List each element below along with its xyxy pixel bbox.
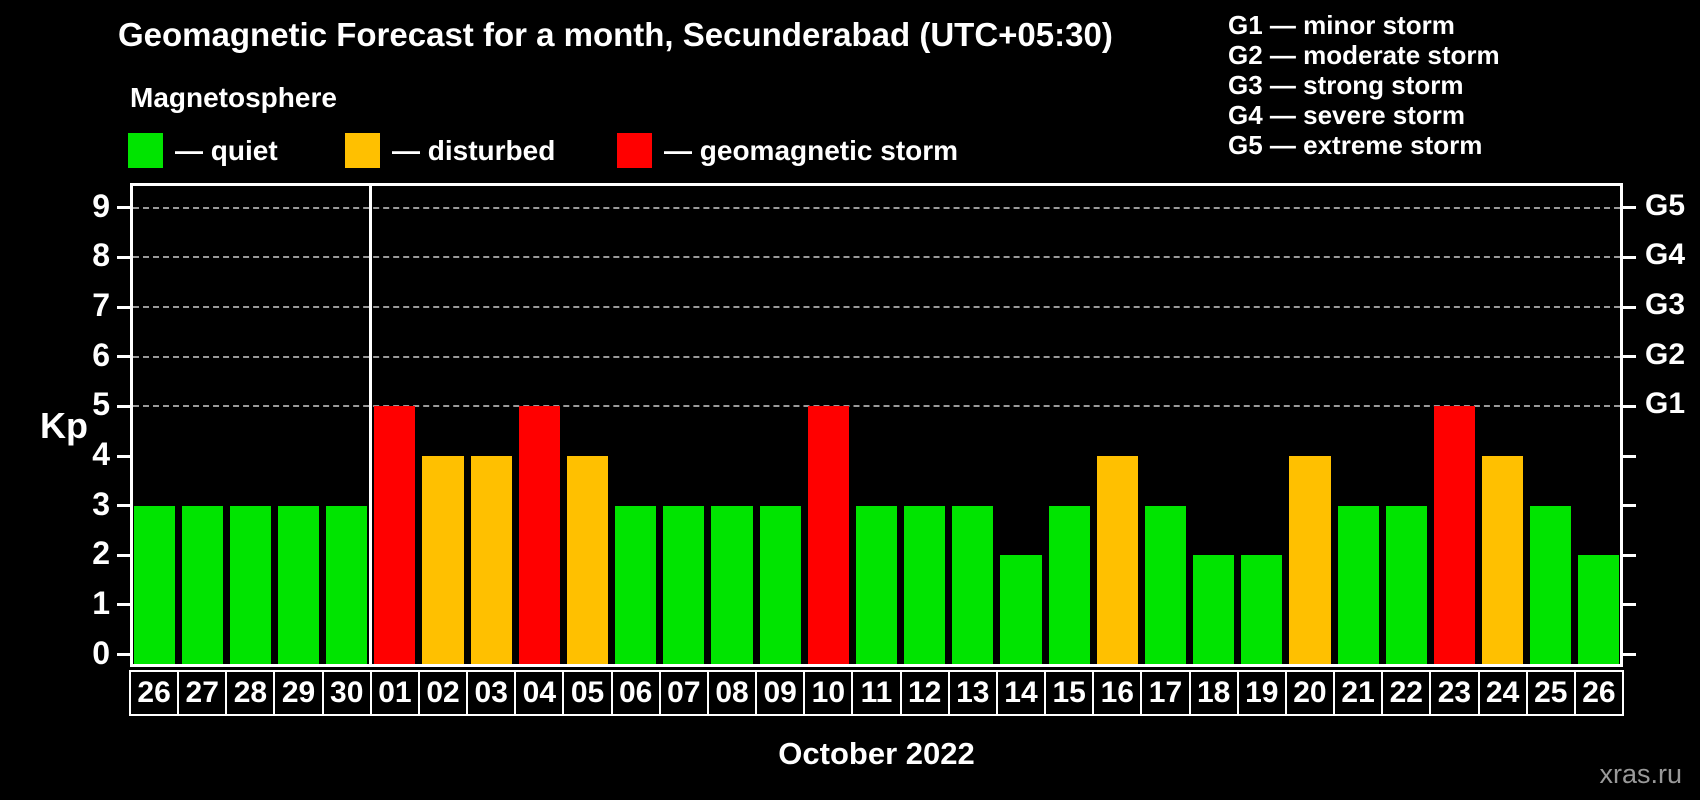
x-axis-label-box: 14 xyxy=(995,670,1047,716)
x-axis-label-box: 24 xyxy=(1477,670,1528,716)
x-axis-label-box: 27 xyxy=(177,670,228,716)
y-tick xyxy=(1623,553,1636,557)
y-tick xyxy=(1623,404,1636,408)
y-tick xyxy=(117,305,130,309)
x-axis-label-box: 25 xyxy=(1525,670,1576,716)
g-tick-label: G1 xyxy=(1645,387,1686,421)
quiet-swatch xyxy=(128,133,163,168)
y-tick-label: 6 xyxy=(92,336,110,373)
g-tick-label: G5 xyxy=(1645,188,1686,222)
x-axis-label-box: 10 xyxy=(803,670,854,716)
x-axis-label-box: 17 xyxy=(1140,670,1191,716)
x-axis-label-box: 30 xyxy=(321,670,372,716)
y-tick-label: 8 xyxy=(92,237,110,274)
y-tick xyxy=(117,355,130,359)
y-tick-label: 1 xyxy=(92,584,110,621)
y-tick xyxy=(1623,305,1636,309)
legend-label: — geomagnetic storm xyxy=(664,135,959,166)
g-tick-label: G4 xyxy=(1645,238,1686,272)
y-tick xyxy=(117,603,130,607)
storm-swatch xyxy=(617,133,652,168)
y-tick xyxy=(1623,206,1636,210)
x-axis-label-box: 20 xyxy=(1284,670,1336,716)
x-axis-label-box: 04 xyxy=(514,670,565,716)
x-axis-label-box: 15 xyxy=(1044,670,1095,716)
y-tick xyxy=(117,454,130,458)
g-scale-line: G3 — strong storm xyxy=(1228,70,1464,100)
y-tick xyxy=(117,504,130,508)
x-axis-label-box: 13 xyxy=(947,670,998,716)
magnetosphere-subtitle: Magnetosphere xyxy=(130,82,337,113)
g-scale-line: G2 — moderate storm xyxy=(1228,40,1500,70)
month-label: October 2022 xyxy=(778,736,975,771)
x-axis-label-box: 23 xyxy=(1429,670,1480,716)
plot-frame xyxy=(130,183,1623,667)
x-axis-label-box: 26 xyxy=(129,670,180,716)
y-tick-label: 0 xyxy=(92,634,110,671)
y-tick xyxy=(1623,603,1636,607)
x-axis-label-box: 26 xyxy=(1573,670,1624,716)
x-axis-label-box: 19 xyxy=(1236,670,1287,716)
x-axis-label-box: 29 xyxy=(273,670,324,716)
x-axis-label-box: 06 xyxy=(610,670,661,716)
y-tick xyxy=(1623,653,1636,657)
g-scale-line: G1 — minor storm xyxy=(1228,10,1455,40)
y-tick-label: 2 xyxy=(92,535,110,572)
x-axis-label-box: 05 xyxy=(562,670,613,716)
x-axis-label-box: 28 xyxy=(225,670,276,716)
y-tick xyxy=(117,553,130,557)
x-axis-label-box: 16 xyxy=(1092,670,1143,716)
g-tick-label: G2 xyxy=(1645,337,1686,371)
disturbed-swatch xyxy=(345,133,380,168)
y-tick xyxy=(117,653,130,657)
x-axis-label-box: 11 xyxy=(851,670,902,716)
y-tick xyxy=(117,206,130,210)
g-tick-label: G3 xyxy=(1645,288,1686,322)
x-axis-label-box: 08 xyxy=(706,670,758,716)
kp-axis-label: Kp xyxy=(40,405,88,446)
y-tick xyxy=(1623,454,1636,458)
page-title: Geomagnetic Forecast for a month, Secund… xyxy=(118,16,1113,53)
y-tick-label: 3 xyxy=(92,485,110,522)
g-scale-line: G5 — extreme storm xyxy=(1228,130,1483,160)
y-tick xyxy=(117,404,130,408)
watermark: xras.ru xyxy=(1599,759,1682,789)
x-axis-label-box: 09 xyxy=(755,670,806,716)
g-scale-legend: G1 — minor storm G2 — moderate storm G3 — … xyxy=(1228,10,1500,160)
y-tick-label: 9 xyxy=(92,187,110,224)
y-tick xyxy=(117,255,130,259)
legend-label: — disturbed xyxy=(392,135,556,166)
legend-label: — quiet xyxy=(175,135,278,166)
x-axis-label-box: 03 xyxy=(466,670,517,716)
x-axis-label-box: 02 xyxy=(417,670,469,716)
x-axis-label-box: 12 xyxy=(899,670,950,716)
y-tick xyxy=(1623,355,1636,359)
y-tick xyxy=(1623,255,1636,259)
x-axis-label-box: 01 xyxy=(369,670,420,716)
x-axis-label-box: 18 xyxy=(1188,670,1239,716)
g-scale-line: G4 — severe storm xyxy=(1228,100,1466,130)
y-tick xyxy=(1623,504,1636,508)
y-tick-label: 7 xyxy=(92,287,110,324)
x-axis-label-box: 21 xyxy=(1333,670,1384,716)
x-axis-label-box: 07 xyxy=(658,670,709,716)
x-axis-label-box: 22 xyxy=(1381,670,1432,716)
